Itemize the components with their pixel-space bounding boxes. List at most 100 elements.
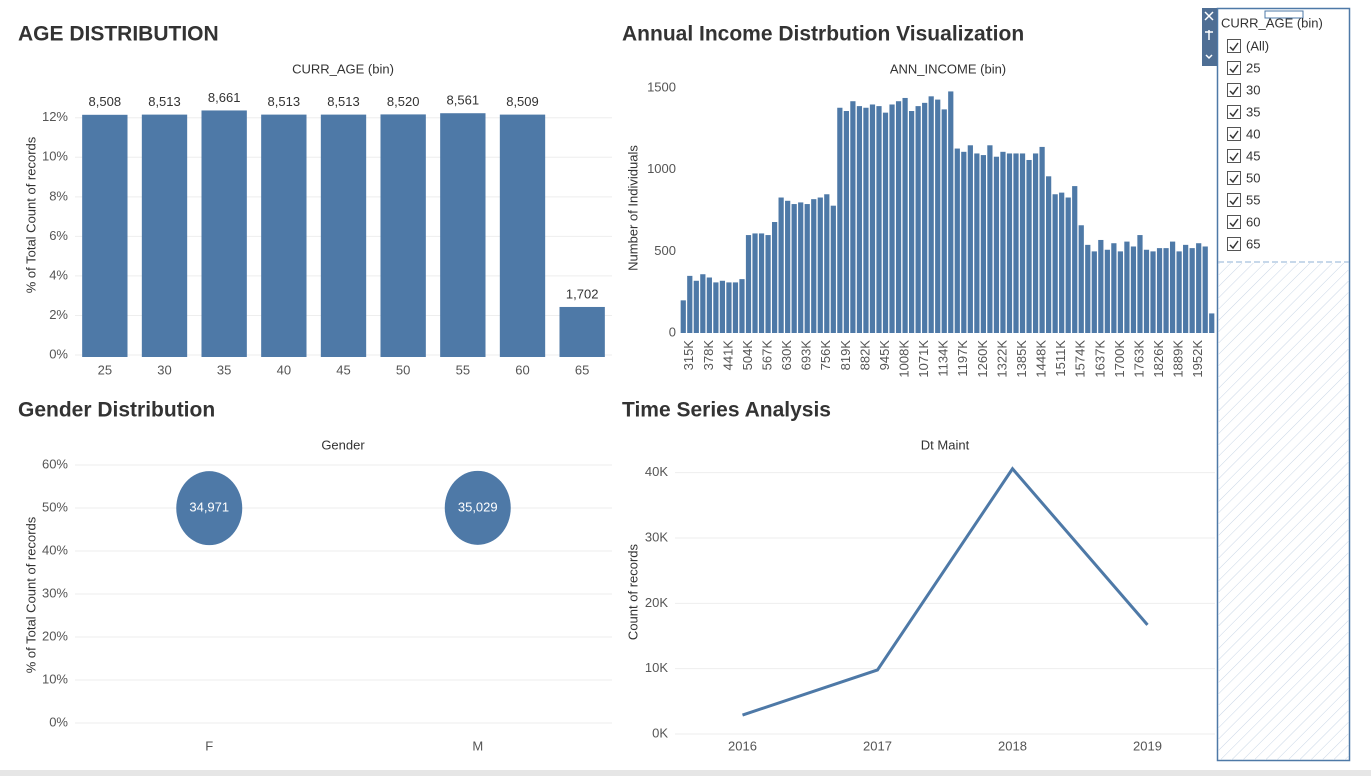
x-tick-label: 1637K [1092,340,1107,378]
chart-title: Annual Income Distrbution Visualization [622,23,1024,46]
x-tick-label: 2017 [863,738,892,753]
x-tick-label: 60 [515,362,529,377]
line [742,466,1149,717]
chart-title: Time Series Analysis [622,399,831,422]
checkbox[interactable] [1227,105,1241,119]
bar [719,280,726,333]
y-tick-label: 10% [42,149,68,164]
checkmark [1229,108,1239,118]
filter-item[interactable]: 55 [1246,192,1260,207]
x-tick-label: 65 [575,362,589,377]
circle-mark [176,471,243,546]
x-tick-label: 756K [818,340,833,371]
data-label: 35,029 [458,499,498,514]
bar [726,282,732,333]
bar [559,306,605,357]
x-tick-label: 1197K [955,340,970,377]
filter-item[interactable]: 60 [1246,214,1260,229]
bar [758,233,765,333]
bar [974,153,980,333]
bar [915,106,921,334]
y-tick-label: 40K [645,464,668,479]
data-label: 8,561 [447,93,480,108]
x-tick-label: 693K [799,340,814,371]
filter-item[interactable]: (All) [1246,38,1269,53]
bar [987,145,993,333]
bar [824,194,830,333]
checkmark [1229,86,1239,96]
bar [1006,153,1013,333]
x-tick-label: 882K [857,340,872,371]
y-tick-label: 4% [49,267,68,282]
checkbox[interactable] [1227,149,1241,163]
x-tick-label: 567K [760,340,775,371]
filter-item[interactable]: 40 [1246,126,1260,141]
filter-item[interactable]: 30 [1246,82,1260,97]
bar [1189,248,1195,333]
x-tick-label: F [205,738,213,753]
toolbar-icons [1204,11,1214,60]
checkbox[interactable] [1227,215,1241,229]
x-tick-label: 1260K [975,340,990,378]
y-axis-label: Count of records [625,543,640,640]
bar [706,277,712,333]
y-tick-label: 0K [652,725,668,740]
bar [1046,176,1052,333]
chart-title: Gender Distribution [18,399,215,422]
checkbox[interactable] [1227,61,1241,75]
bar [980,155,986,333]
bar [856,106,863,334]
axis-header: Dt Maint [921,437,970,452]
y-tick-label: 2% [49,307,68,322]
circle-mark [444,470,511,545]
checkbox[interactable] [1227,193,1241,207]
checkbox[interactable] [1227,171,1241,185]
filter-item[interactable]: 45 [1246,148,1260,163]
bar [1176,251,1182,333]
bar [830,205,836,333]
bar [837,107,843,334]
bar [1209,313,1215,333]
filter-item[interactable]: 50 [1246,170,1260,185]
bar [882,112,889,333]
checkbox[interactable] [1227,127,1241,141]
filter-empty-area [1218,263,1349,760]
data-label: 8,661 [208,90,241,105]
filter-item[interactable]: 25 [1246,60,1260,75]
bar [261,114,307,357]
bar [687,275,693,333]
bar [817,197,823,333]
y-tick-label: 30K [645,529,668,544]
bar [1013,153,1019,333]
checkmark [1229,64,1239,74]
filter-title: CURR_AGE (bin) [1221,15,1323,30]
y-tick-label: 0 [669,324,676,339]
bar [863,107,869,334]
x-tick-label: 1763K [1131,340,1146,378]
x-tick-label: 945K [877,340,892,371]
checkbox[interactable] [1227,237,1241,251]
x-tick-label: 630K [779,340,794,371]
bar [804,204,810,333]
x-tick-label: 2019 [1133,738,1162,753]
x-tick-label: 45 [336,362,350,377]
x-tick-label: M [472,738,483,753]
bar [1130,246,1137,333]
filter-item[interactable]: 65 [1246,236,1260,251]
y-tick-label: 40% [42,542,68,557]
x-tick-label: 1889K [1171,340,1186,378]
bar [1156,248,1163,333]
bar [1039,146,1045,333]
x-tick-label: 55 [456,362,470,377]
y-tick-label: 50% [42,499,68,514]
filter-item[interactable]: 35 [1246,104,1260,119]
x-tick-label: 1511K [1053,340,1068,377]
bar [843,111,849,333]
checkbox[interactable] [1227,83,1241,97]
x-tick-label: 315K [681,340,696,371]
drag-handle[interactable] [1264,10,1304,19]
checkbox[interactable] [1227,39,1241,53]
checkmark [1229,152,1239,162]
bar [850,101,856,333]
